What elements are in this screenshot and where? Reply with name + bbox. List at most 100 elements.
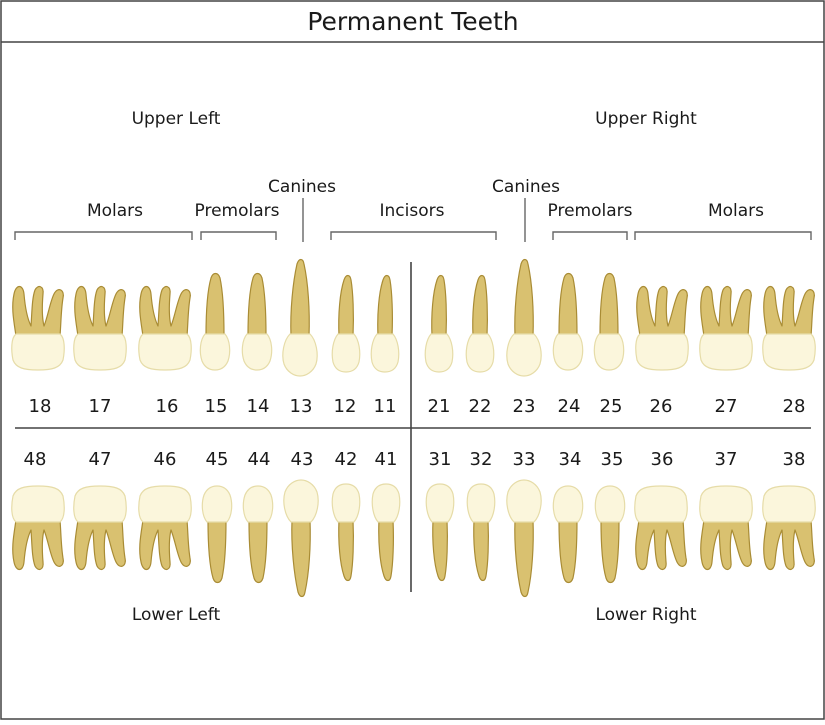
chart-title: Permanent Teeth	[307, 7, 518, 36]
label-upper-left: Upper Left	[132, 109, 221, 129]
tooth-number: 24	[558, 396, 581, 417]
tooth-38	[763, 486, 815, 570]
tooth-28	[763, 287, 815, 371]
label-molars-right: Molars	[708, 201, 764, 221]
tooth-crown	[284, 480, 318, 522]
tooth-number: 44	[248, 449, 271, 470]
tooth-number: 11	[374, 396, 397, 417]
tooth-36	[635, 486, 687, 570]
tooth-number: 32	[470, 449, 493, 470]
tooth-crown	[372, 484, 400, 522]
tooth-crown	[74, 334, 126, 370]
tooth-27	[700, 287, 752, 371]
label-premolars-right: Premolars	[548, 201, 633, 221]
tooth-number: 38	[783, 449, 806, 470]
label-canines-left: Canines	[268, 177, 336, 197]
label-lower-left: Lower Left	[132, 605, 221, 625]
tooth-number: 17	[89, 396, 112, 417]
tooth-root	[764, 520, 815, 570]
tooth-crown	[553, 486, 582, 522]
tooth-crown	[553, 334, 582, 370]
label-molars-left: Molars	[87, 201, 143, 221]
tooth-47	[74, 486, 126, 570]
tooth-48	[12, 486, 64, 570]
tooth-root	[140, 287, 191, 337]
tooth-crown	[139, 486, 191, 522]
label-canines-right: Canines	[492, 177, 560, 197]
tooth-number: 13	[290, 396, 313, 417]
tooth-crown	[202, 486, 231, 522]
tooth-root	[701, 287, 752, 337]
tooth-number: 48	[24, 449, 47, 470]
tooth-root	[764, 287, 815, 337]
tooth-26	[636, 287, 688, 371]
tooth-root	[75, 287, 126, 337]
tooth-number: 15	[205, 396, 228, 417]
tooth-46	[139, 486, 191, 570]
tooth-crown	[636, 334, 688, 370]
tooth-number: 37	[715, 449, 738, 470]
tooth-crown	[426, 484, 454, 522]
tooth-number: 34	[559, 449, 582, 470]
tooth-number: 45	[206, 449, 229, 470]
tooth-16	[139, 287, 191, 371]
tooth-crown	[763, 486, 815, 522]
tooth-number: 22	[469, 396, 492, 417]
tooth-root	[701, 520, 752, 570]
tooth-crown	[425, 334, 453, 372]
tooth-root	[13, 287, 64, 337]
tooth-crown	[242, 334, 271, 370]
tooth-number: 27	[715, 396, 738, 417]
tooth-crown	[467, 484, 495, 522]
tooth-crown	[507, 480, 541, 522]
tooth-crown	[74, 486, 126, 522]
label-premolars-left: Premolars	[195, 201, 280, 221]
tooth-number: 43	[291, 449, 314, 470]
tooth-number: 14	[247, 396, 270, 417]
tooth-number: 41	[375, 449, 398, 470]
tooth-17	[74, 287, 126, 371]
tooth-root	[13, 520, 64, 570]
tooth-crown	[283, 334, 317, 376]
tooth-crown	[700, 334, 752, 370]
tooth-number: 42	[335, 449, 358, 470]
label-incisors: Incisors	[380, 201, 445, 221]
label-lower-right: Lower Right	[595, 605, 696, 625]
tooth-number: 26	[650, 396, 673, 417]
tooth-number: 21	[428, 396, 451, 417]
tooth-37	[700, 486, 752, 570]
tooth-crown	[594, 334, 623, 370]
tooth-number: 46	[154, 449, 177, 470]
tooth-crown	[200, 334, 229, 370]
tooth-number: 16	[156, 396, 179, 417]
tooth-number: 31	[429, 449, 452, 470]
tooth-number: 36	[651, 449, 674, 470]
tooth-number: 23	[513, 396, 536, 417]
tooth-root	[637, 287, 688, 337]
tooth-number: 47	[89, 449, 112, 470]
tooth-number: 33	[513, 449, 536, 470]
tooth-number: 25	[600, 396, 623, 417]
tooth-crown	[332, 334, 360, 372]
tooth-crown	[371, 334, 399, 372]
tooth-crown	[763, 334, 815, 370]
tooth-root	[140, 520, 191, 570]
tooth-crown	[595, 486, 624, 522]
tooth-root	[75, 520, 126, 570]
tooth-crown	[243, 486, 272, 522]
tooth-crown	[635, 486, 687, 522]
tooth-crown	[507, 334, 541, 376]
tooth-crown	[700, 486, 752, 522]
tooth-number: 18	[29, 396, 52, 417]
tooth-number: 28	[783, 396, 806, 417]
tooth-number: 12	[334, 396, 357, 417]
label-upper-right: Upper Right	[595, 109, 697, 129]
tooth-crown	[12, 486, 64, 522]
tooth-18	[12, 287, 64, 371]
tooth-number: 35	[601, 449, 624, 470]
tooth-root	[636, 520, 687, 570]
tooth-crown	[332, 484, 360, 522]
tooth-crown	[139, 334, 191, 370]
